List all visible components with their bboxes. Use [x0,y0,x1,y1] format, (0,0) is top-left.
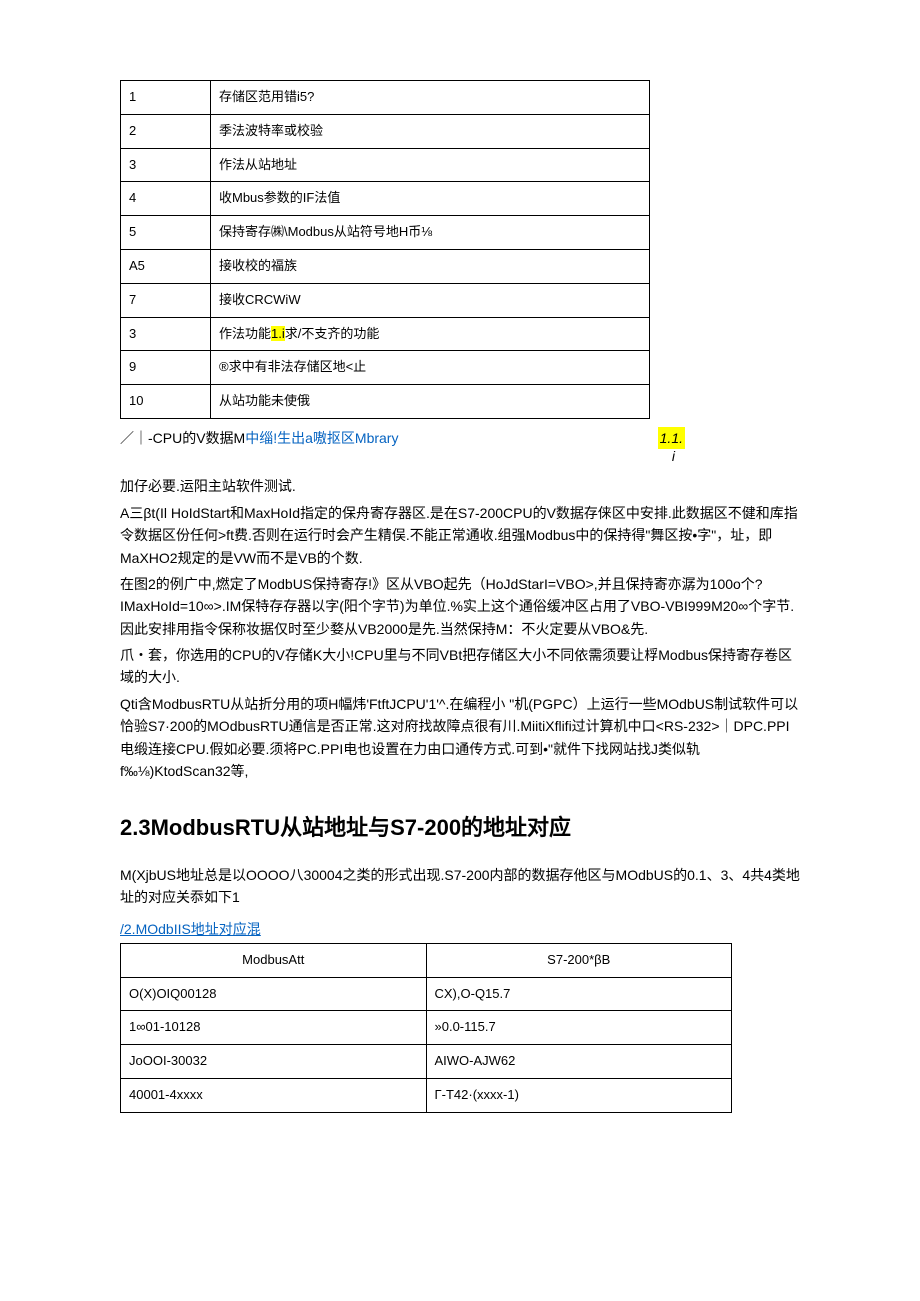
table2-head: ModbusAtt S7-200*βB [121,943,732,977]
table-header-row: ModbusAtt S7-200*βB [121,943,732,977]
cell-code: 4 [121,182,211,216]
paragraph: 在图2的例广中,燃定了ModbUS保持寄存!》区从VBO起先（HoJdStarI… [120,573,800,640]
desc-prefix: 作法功能 [219,326,271,341]
cell-code: 2 [121,114,211,148]
cell-desc: 作法功能1.i求/不支齐的功能 [211,317,650,351]
cell-desc: 从站功能未使俄 [211,385,650,419]
table-row: 9®求中有非法存储区地<止 [121,351,650,385]
table-row: 5保持寄存㈱\Modbus从站符号地H币⅛ [121,216,650,250]
cell-code: 7 [121,283,211,317]
cell-desc: ®求中有非法存储区地<止 [211,351,650,385]
table-row: 1∞01-10128»0.0-115.7 [121,1011,732,1045]
address-mapping-table: ModbusAtt S7-200*βB O(X)OIQ00128CX),O-Q1… [120,943,732,1113]
cell-desc: 季法波特率或校验 [211,114,650,148]
header-s7200: S7-200*βB [426,943,732,977]
table2-body: O(X)OIQ00128CX),O-Q15.7 1∞01-10128»0.0-1… [121,977,732,1112]
table-row: 7接收CRCWiW [121,283,650,317]
cell-code: 10 [121,385,211,419]
table-row: 3作法功能1.i求/不支齐的功能 [121,317,650,351]
caption-link: 中缁!生出a嗷抠区Mbrary [245,430,398,446]
section-heading: 2.3ModbusRTU从站地址与S7-200的地址对应 [120,810,800,845]
caption-prefix: ／｜-CPU的V数据M [120,430,245,446]
cell-code: 1 [121,81,211,115]
cell-modbus: 40001-4xxxx [121,1078,427,1112]
table2-caption: /2.MOdbIIS地址对应混 [120,918,800,940]
cell-code: 5 [121,216,211,250]
cell-desc: 作法从站地址 [211,148,650,182]
table-row: JoOOI-30032AIWO-AJW62 [121,1045,732,1079]
table-row: 1存储区范用错i5? [121,81,650,115]
table-row: A5接收校的福族 [121,249,650,283]
paragraph: 加仔必要.运阳主站软件测试. [120,475,800,497]
cell-s7: »0.0-115.7 [426,1011,732,1045]
cell-s7: AIWO-AJW62 [426,1045,732,1079]
paragraph-after-heading: M(XjbUS地址总是以OOOO八30004之类的形式出现.S7-200内部的数… [120,864,800,909]
table-row: 3作法从站地址 [121,148,650,182]
desc-suffix: 求/不支齐的功能 [285,326,380,341]
error-code-table: 1存储区范用错i5? 2季法波特率或校验 3作法从站地址 4收Mbus参数的IF… [120,80,650,419]
cell-desc: 收Mbus参数的IF法值 [211,182,650,216]
cell-modbus: O(X)OIQ00128 [121,977,427,1011]
cell-desc: 接收校的福族 [211,249,650,283]
cell-s7: CX),O-Q15.7 [426,977,732,1011]
cell-modbus: 1∞01-10128 [121,1011,427,1045]
table-row: 10从站功能未使俄 [121,385,650,419]
table-row: 40001-4xxxxΓ-T42·(xxxx-1) [121,1078,732,1112]
table1-caption: ／｜-CPU的V数据M中缁!生出a嗷抠区Mbrary 1.1. i [120,427,800,449]
cell-desc: 存储区范用错i5? [211,81,650,115]
cell-s7: Γ-T42·(xxxx-1) [426,1078,732,1112]
table-row: 4收Mbus参数的IF法值 [121,182,650,216]
cell-desc: 保持寄存㈱\Modbus从站符号地H币⅛ [211,216,650,250]
paragraph: Qti含ModbusRTU从站折分用的项H幅炜'FtftJCPU'1'^.在编程… [120,693,800,783]
cell-code: A5 [121,249,211,283]
cell-code: 3 [121,317,211,351]
paragraph: 爪・套，你选用的CPU的V存储K大小!CPU里与不同VBt把存储区大小不同依需须… [120,644,800,689]
cell-desc: 接收CRCWiW [211,283,650,317]
cell-modbus: JoOOI-30032 [121,1045,427,1079]
table-row: 2季法波特率或校验 [121,114,650,148]
paragraph: A三βt(Il HoIdStart和MaxHoId指定的保舟寄存器区.是在S7-… [120,502,800,569]
cell-code: 3 [121,148,211,182]
cell-code: 9 [121,351,211,385]
header-modbus: ModbusAtt [121,943,427,977]
desc-highlight: 1.i [271,326,285,341]
caption-note2: i [672,445,675,467]
table1-body: 1存储区范用错i5? 2季法波特率或校验 3作法从站地址 4收Mbus参数的IF… [121,81,650,419]
table-row: O(X)OIQ00128CX),O-Q15.7 [121,977,732,1011]
